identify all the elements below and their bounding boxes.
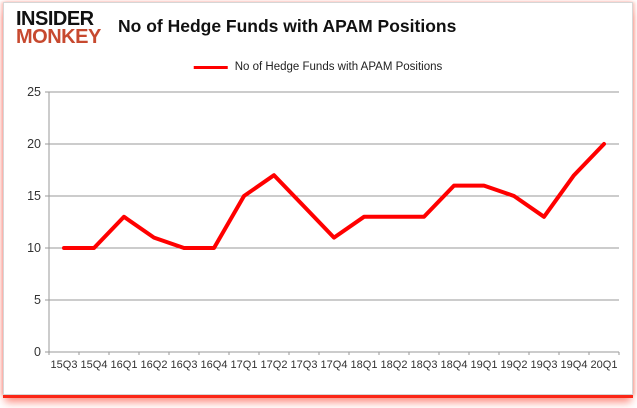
logo-insider-text: INSIDER: [16, 8, 94, 30]
x-axis-tick-label: 20Q1: [591, 359, 618, 371]
y-axis-tick-label: 0: [34, 345, 41, 359]
x-axis-tick-label: 19Q3: [531, 359, 558, 371]
legend-label: No of Hedge Funds with APAM Positions: [234, 61, 443, 73]
x-axis-tick-label: 19Q1: [471, 359, 498, 371]
x-axis-tick-label: 19Q2: [501, 359, 528, 371]
logo-monkey-text: MONKEY: [16, 26, 101, 49]
y-axis-tick-label: 20: [27, 137, 41, 151]
chart-card: INSIDER MONKEY No of Hedge Funds with AP…: [3, 2, 633, 395]
x-axis-tick-label: 18Q4: [441, 359, 468, 371]
x-axis-tick-label: 15Q3: [51, 359, 78, 371]
y-axis-tick-label: 25: [27, 85, 41, 99]
x-axis-tick-label: 16Q2: [141, 359, 168, 371]
x-axis-tick-label: 15Q4: [81, 359, 108, 371]
series-line-hedge-funds: [62, 142, 606, 250]
x-axis-tick-label: 19Q4: [561, 359, 588, 371]
x-axis-tick-label: 16Q3: [171, 359, 198, 371]
chart-legend: No of Hedge Funds with APAM Positions: [193, 61, 443, 73]
x-axis-tick-label: 18Q3: [411, 359, 438, 371]
x-axis-tick-label: 16Q1: [111, 359, 138, 371]
y-axis-tick-label: 5: [34, 293, 41, 307]
x-axis-tick-label: 17Q2: [261, 359, 288, 371]
x-axis-tick-label: 16Q4: [201, 359, 228, 371]
x-axis-tick-label: 17Q3: [291, 359, 318, 371]
x-axis-tick-label: 17Q4: [321, 359, 348, 371]
chart-title: No of Hedge Funds with APAM Positions: [118, 16, 457, 36]
y-axis-tick-label: 10: [27, 241, 41, 255]
legend-line-swatch: [193, 65, 228, 69]
y-axis-tick-label: 15: [27, 189, 41, 203]
x-axis-tick-label: 18Q1: [351, 359, 378, 371]
x-axis-tick-label: 18Q2: [381, 359, 408, 371]
x-axis-tick-label: 17Q1: [231, 359, 258, 371]
insider-monkey-logo: INSIDER MONKEY: [16, 8, 101, 49]
